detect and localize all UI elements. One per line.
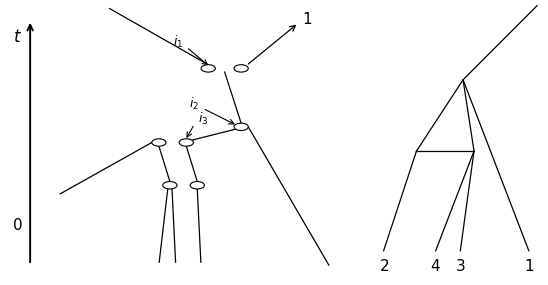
Circle shape [234, 123, 248, 131]
Circle shape [163, 182, 177, 189]
Text: $1$: $1$ [524, 258, 534, 274]
Circle shape [201, 65, 215, 72]
Text: $i_1$: $i_1$ [173, 34, 183, 50]
Text: $i_3$: $i_3$ [198, 111, 208, 127]
Circle shape [234, 65, 248, 72]
Text: $3$: $3$ [455, 258, 466, 274]
Text: $i_2$: $i_2$ [190, 95, 199, 111]
Text: $0$: $0$ [12, 217, 23, 233]
Circle shape [152, 139, 166, 146]
Text: $2$: $2$ [379, 258, 389, 274]
Circle shape [190, 182, 204, 189]
Text: $1$: $1$ [302, 11, 312, 27]
Circle shape [179, 139, 193, 146]
Text: $t$: $t$ [13, 28, 22, 46]
Text: $4$: $4$ [430, 258, 441, 274]
